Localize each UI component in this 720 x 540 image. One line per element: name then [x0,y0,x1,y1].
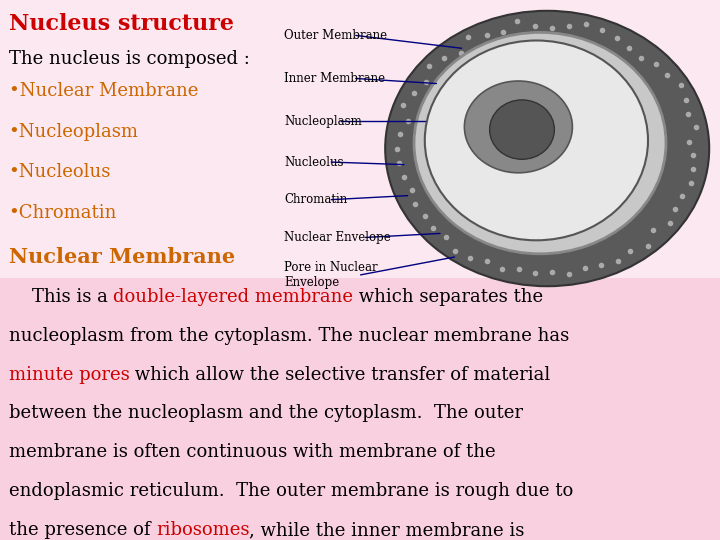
Text: Chromatin: Chromatin [284,193,348,206]
Ellipse shape [414,32,666,254]
Text: between the nucleoplasm and the cytoplasm.  The outer: between the nucleoplasm and the cytoplas… [9,404,523,422]
Text: nucleoplasm from the cytoplasm. The nuclear membrane has: nucleoplasm from the cytoplasm. The nucl… [9,327,569,345]
Ellipse shape [425,40,648,240]
Text: •Chromatin: •Chromatin [9,204,117,221]
Text: The nucleus is composed :: The nucleus is composed : [9,50,250,68]
Text: Inner Membrane: Inner Membrane [284,72,385,85]
Text: •Nucleoplasm: •Nucleoplasm [9,123,139,140]
FancyBboxPatch shape [0,0,720,278]
Text: Outer Membrane: Outer Membrane [284,29,387,42]
Text: which separates the: which separates the [354,288,544,306]
Text: , while the inner membrane is: , while the inner membrane is [249,521,525,539]
Text: minute pores: minute pores [9,366,130,383]
Text: Nucleus structure: Nucleus structure [9,14,233,36]
Text: •Nuclear Membrane: •Nuclear Membrane [9,82,198,100]
Text: •Nucleolus: •Nucleolus [9,163,111,181]
Text: This is a: This is a [9,288,113,306]
Text: Nucleolus: Nucleolus [284,156,344,168]
Ellipse shape [490,100,554,159]
Text: ribosomes: ribosomes [156,521,249,539]
Ellipse shape [385,11,709,286]
Text: endoplasmic reticulum.  The outer membrane is rough due to: endoplasmic reticulum. The outer membran… [9,482,573,500]
Text: which allow the selective transfer of material: which allow the selective transfer of ma… [130,366,551,383]
FancyBboxPatch shape [0,278,720,540]
Text: the presence of: the presence of [9,521,156,539]
Text: double-layered membrane: double-layered membrane [113,288,354,306]
Text: Nucleoplasm: Nucleoplasm [284,115,362,128]
Text: Nuclear Envelope: Nuclear Envelope [284,231,391,244]
Text: Pore in Nuclear
Envelope: Pore in Nuclear Envelope [284,261,378,289]
Text: membrane is often continuous with membrane of the: membrane is often continuous with membra… [9,443,495,461]
Text: Nuclear Membrane: Nuclear Membrane [9,247,235,267]
Ellipse shape [464,81,572,173]
